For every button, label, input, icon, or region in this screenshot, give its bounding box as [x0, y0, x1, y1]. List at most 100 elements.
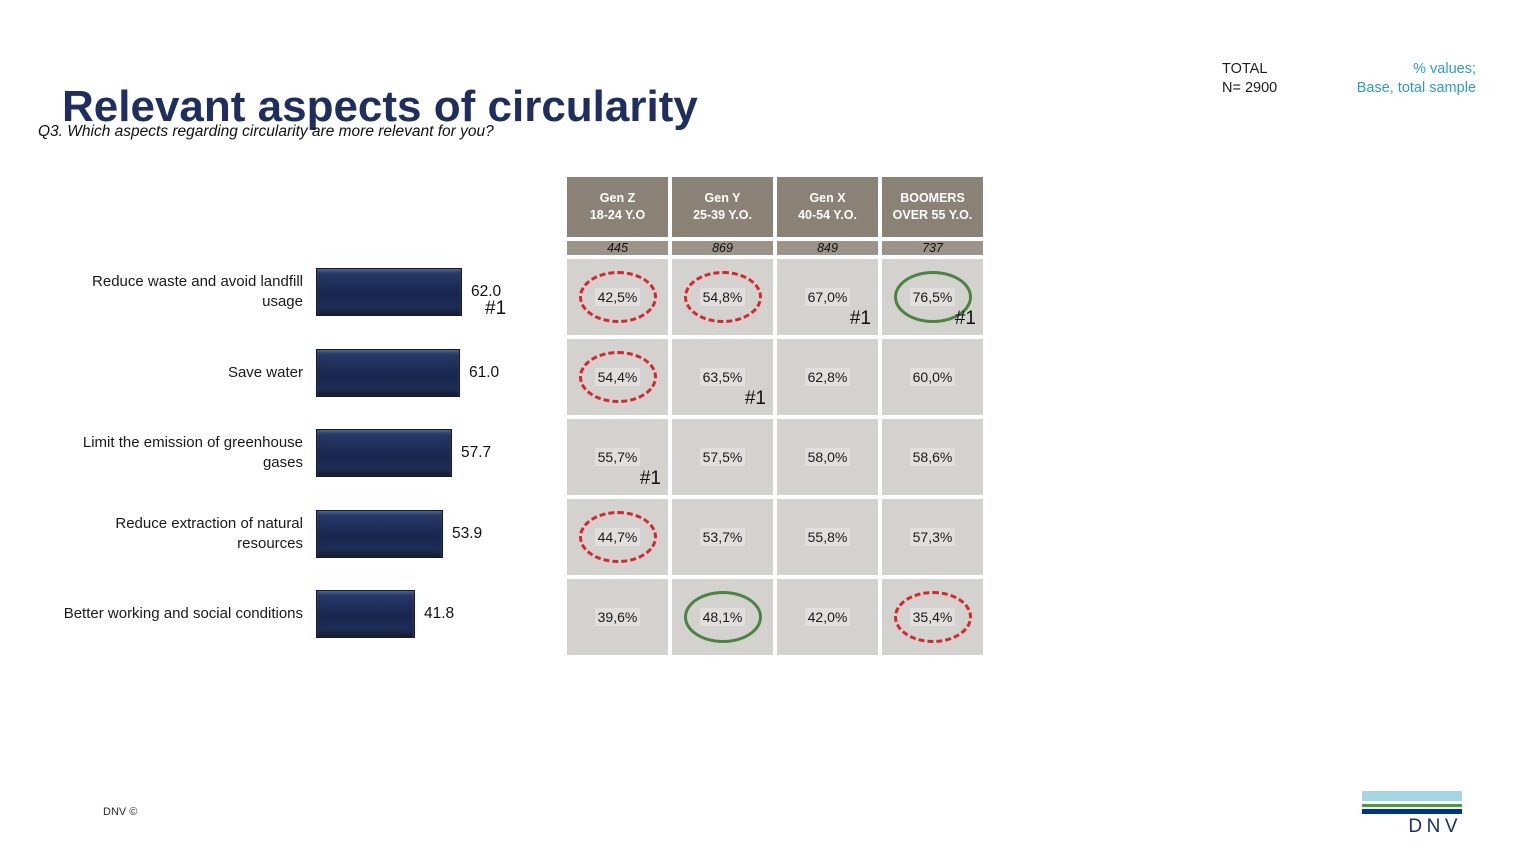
table-value-cell: 55,7% #1 — [567, 419, 668, 495]
bar-row: Better working and social conditions 41.8 — [60, 574, 560, 654]
rank-badge: #1 — [639, 468, 661, 489]
rank-badge: #1 — [849, 308, 871, 329]
bar-value-label: 57.7 — [461, 444, 492, 461]
table-value-cell: 42,0% — [777, 579, 878, 655]
bar — [316, 590, 415, 638]
generation-age: OVER 55 Y.O. — [892, 208, 973, 222]
bar-value-label: 41.8 — [424, 605, 455, 622]
bar-category-label: Save water — [227, 364, 303, 381]
bar-row: Save water 61.0 — [60, 333, 560, 413]
percentage-value: 67,0% — [804, 288, 851, 306]
table-value-cell: 58,6% — [882, 419, 983, 495]
bar-row: Reduce extraction of natural resources 53… — [60, 494, 560, 574]
bar-value-group: 61.0 — [469, 364, 499, 382]
generation-name: Gen X — [809, 191, 846, 206]
logo-lightblue-bar-icon — [1362, 791, 1462, 801]
bar-value-label: 61.0 — [469, 364, 500, 381]
base-count-cell: 737 — [882, 241, 983, 255]
total-n-value: N= 2900 — [1222, 80, 1278, 96]
percentage-value: 44,7% — [594, 528, 641, 546]
generation-table: Gen Z 18-24 Y.O Gen Y 25-39 Y.O. Gen X 40-54 … — [567, 177, 983, 655]
table-value-cell: 76,5% #1 — [882, 259, 983, 335]
table-header-cell: Gen Y 25-39 Y.O. — [672, 177, 773, 237]
percentage-value: 63,5% — [699, 368, 746, 386]
total-sample-block: TOTAL N= 2900 — [1222, 60, 1277, 98]
table-value-cell: 57,3% — [882, 499, 983, 575]
generation-name: BOOMERS — [900, 191, 965, 206]
footer-copyright: DNV © — [103, 806, 138, 818]
table-value-cell: 62,8% — [777, 339, 878, 415]
percentage-value: 42,5% — [594, 288, 641, 306]
generation-age: 40-54 Y.O. — [798, 208, 857, 222]
percentage-value: 62,8% — [804, 368, 851, 386]
generation-age: 25-39 Y.O. — [693, 208, 752, 222]
table-value-cell: 39,6% — [567, 579, 668, 655]
percentage-value: 60,0% — [909, 368, 956, 386]
table-value-cell: 44,7% — [567, 499, 668, 575]
bar-category-label: Limit the emission of greenhouse gases — [82, 434, 303, 471]
percentage-value: 55,8% — [804, 528, 851, 546]
rank-badge: #1 — [954, 308, 976, 329]
rank-badge: #1 — [744, 388, 766, 409]
bar-chart: Reduce waste and avoid landfill usage 62.… — [60, 252, 560, 656]
bar — [316, 349, 460, 397]
table-value-cell: 67,0% #1 — [777, 259, 878, 335]
percentage-value: 58,0% — [804, 448, 851, 466]
base-count-cell: 869 — [672, 241, 773, 255]
base-count-cell: 445 — [567, 241, 668, 255]
percentage-value: 54,4% — [594, 368, 641, 386]
bar — [316, 510, 443, 558]
bar-value-label: 53.9 — [452, 525, 483, 542]
dnv-logo: DNV — [1362, 791, 1462, 838]
percentage-value: 48,1% — [699, 608, 746, 626]
bar-value-group: 53.9 — [452, 525, 482, 543]
survey-question: Q3. Which aspects regarding circularity … — [38, 123, 494, 140]
logo-green-bar-icon — [1362, 804, 1462, 807]
bar-value-label: 62.0 — [471, 283, 502, 300]
table-value-cell: 54,4% — [567, 339, 668, 415]
table-header-cell: Gen Z 18-24 Y.O — [567, 177, 668, 237]
values-note-line2: Base, total sample — [1356, 80, 1476, 96]
bar-value-group: 57.7 — [461, 444, 491, 462]
logo-darkblue-bar-icon — [1362, 809, 1462, 814]
table-value-cell: 35,4% — [882, 579, 983, 655]
bar-category-label: Reduce extraction of natural resources — [115, 515, 303, 552]
table-value-cell: 42,5% — [567, 259, 668, 335]
percentage-value: 39,6% — [594, 608, 641, 626]
logo-text: DNV — [1408, 816, 1462, 837]
values-note-block: % values; Base, total sample — [1357, 60, 1476, 98]
percentage-value: 76,5% — [909, 288, 956, 306]
table-value-cell: 53,7% — [672, 499, 773, 575]
bar-category-label: Reduce waste and avoid landfill usage — [92, 273, 303, 310]
table-value-cell: 55,8% — [777, 499, 878, 575]
bar-value-group: 62.0 #1 — [471, 283, 506, 319]
table-value-cell: 48,1% — [672, 579, 773, 655]
bar — [316, 429, 452, 477]
percentage-value: 57,3% — [909, 528, 956, 546]
table-header-cell: Gen X 40-54 Y.O. — [777, 177, 878, 237]
percentage-value: 58,6% — [909, 448, 956, 466]
percentage-value: 53,7% — [699, 528, 746, 546]
generation-name: Gen Y — [704, 191, 741, 206]
percentage-value: 54,8% — [699, 288, 746, 306]
table-value-cell: 63,5% #1 — [672, 339, 773, 415]
percentage-value: 35,4% — [909, 608, 956, 626]
bar-category-label: Better working and social conditions — [63, 605, 303, 622]
table-header-cell: BOOMERS OVER 55 Y.O. — [882, 177, 983, 237]
generation-age: 18-24 Y.O — [589, 208, 646, 222]
base-count-cell: 849 — [777, 241, 878, 255]
percentage-value: 57,5% — [699, 448, 746, 466]
table-value-cell: 58,0% — [777, 419, 878, 495]
bar-row: Limit the emission of greenhouse gases 57… — [60, 413, 560, 493]
values-note-line1: % values; — [1413, 61, 1476, 77]
table-value-cell: 54,8% — [672, 259, 773, 335]
bar-row: Reduce waste and avoid landfill usage 62.… — [60, 252, 560, 332]
bar-rank-badge: #1 — [485, 298, 507, 319]
generation-name: Gen Z — [599, 191, 636, 206]
percentage-value: 42,0% — [804, 608, 851, 626]
page-title: Relevant aspects of circularity — [62, 82, 698, 132]
table-value-cell: 60,0% — [882, 339, 983, 415]
bar-value-group: 41.8 — [424, 605, 454, 623]
percentage-value: 55,7% — [594, 448, 641, 466]
